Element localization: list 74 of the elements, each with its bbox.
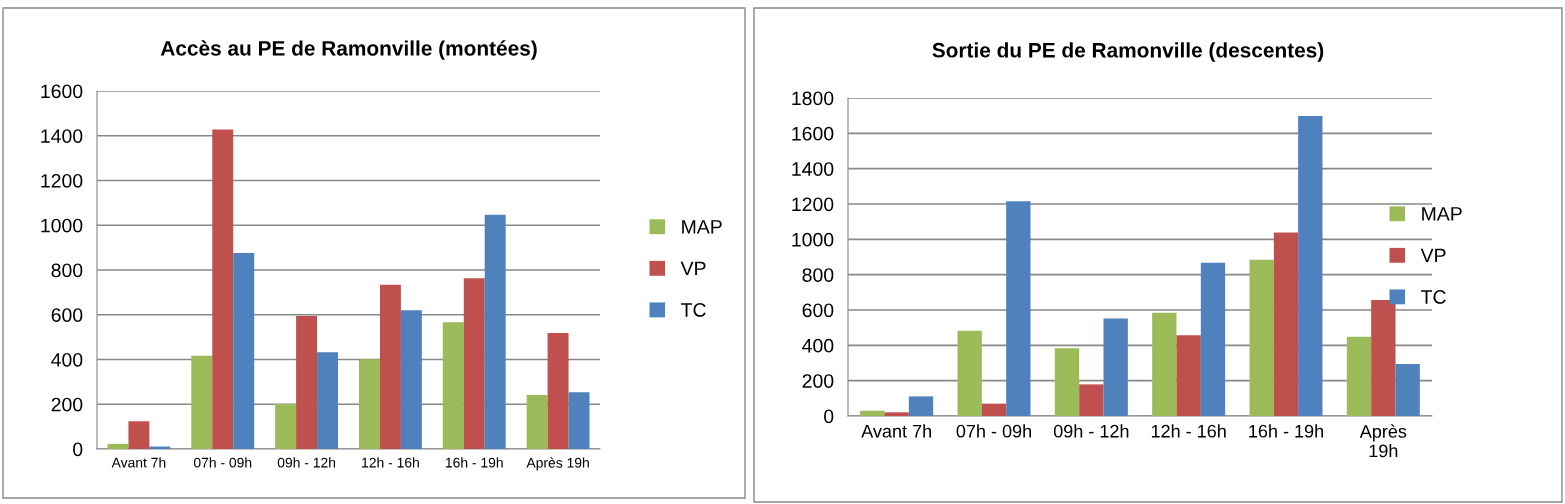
chart-title: Sortie du PE de Ramonville (descentes) [932,42,1324,62]
x-tick-label: 16h - 19h [445,457,503,468]
y-tick-label: 600 [51,308,83,322]
legend-label: VP [680,261,706,276]
bar [547,333,569,449]
bar [526,395,548,449]
y-tick-label: 1600 [792,126,834,141]
bar [568,392,590,449]
y-tick-label: 0 [824,409,834,424]
y-tick-label: 600 [802,303,834,318]
bar [379,284,401,449]
y-tick-label: 800 [51,263,83,278]
bar [275,404,297,449]
y-tick-label: 1000 [41,218,83,233]
x-tick-label: 09h - 12h [277,457,336,468]
x-tick-label: Avant 7h [861,424,931,438]
bar [908,396,934,416]
y-tick-label: 400 [51,352,83,367]
bar [1200,262,1226,416]
x-tick-label: 12h - 16h [1151,424,1226,438]
bar [1054,348,1080,416]
bar [358,359,380,449]
bar [1176,335,1201,416]
bar [233,252,255,449]
y-tick-label: 0 [73,442,83,457]
bar [296,316,318,449]
bar [1298,116,1323,416]
y-tick-label: 200 [802,374,834,388]
bar [107,443,129,449]
bar [957,330,982,416]
y-tick-label: 1000 [792,232,834,247]
bar [1249,259,1274,416]
bar [317,352,339,449]
x-tick-label: Avant 7h [111,457,166,468]
bar [442,322,464,449]
legend-label: MAP [1422,207,1462,221]
bar [212,129,234,449]
bar [1006,201,1031,416]
bar [1395,363,1420,416]
chart-title: Accès au PE de Ramonville (montées) [160,40,537,60]
y-tick-label: 1400 [792,162,834,176]
y-tick-label: 1200 [41,173,83,188]
x-tick-label: Après 19h [1359,424,1407,458]
legend-label: TC [1421,290,1446,304]
y-tick-label: 1400 [41,129,83,143]
bar [400,310,422,449]
x-tick-label: 09h - 12h [1053,424,1129,438]
x-tick-label: 12h - 16h [362,457,419,468]
x-tick-label: 07h - 09h [193,457,252,468]
legend-label: MAP [682,220,722,234]
bar [463,278,485,449]
y-tick-label: 200 [51,397,83,412]
bar [128,421,150,449]
bar [1079,384,1104,416]
y-tick-label: 1200 [792,197,834,212]
y-tick-label: 1800 [792,91,834,106]
bar [860,410,885,416]
y-tick-label: 1600 [41,84,83,99]
bar [1346,336,1372,416]
x-tick-label: 07h - 09h [956,424,1031,438]
bar [1103,318,1128,416]
y-tick-label: 800 [802,268,834,282]
x-tick-label: Après 19h [526,457,589,471]
y-tick-label: 400 [802,338,834,353]
x-tick-label: 16h - 19h [1249,424,1323,438]
bar [484,214,506,449]
bar [1371,299,1396,416]
bar [1273,232,1299,416]
bar [981,403,1007,416]
bar [1152,312,1177,416]
bar [191,355,213,449]
legend-label: TC [681,303,706,317]
legend-label: VP [1420,248,1446,263]
bar [884,412,909,416]
